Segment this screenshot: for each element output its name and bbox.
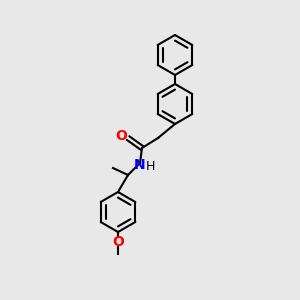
Text: H: H bbox=[145, 160, 155, 173]
Text: O: O bbox=[115, 129, 127, 143]
Text: O: O bbox=[112, 235, 124, 249]
Text: N: N bbox=[134, 158, 146, 172]
